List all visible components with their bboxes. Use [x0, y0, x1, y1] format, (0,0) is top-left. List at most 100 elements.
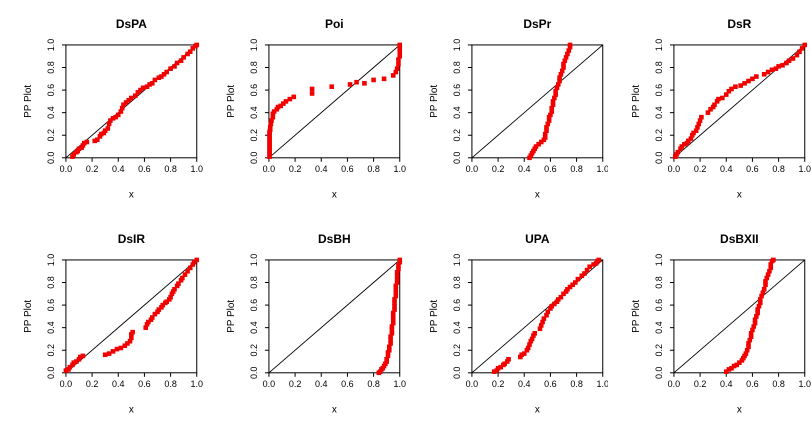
data-point — [543, 312, 549, 318]
data-point — [590, 261, 596, 267]
y-axis-label: PP Plot — [631, 85, 642, 118]
y-tick-label: 1.0 — [249, 253, 259, 265]
data-point — [526, 342, 532, 347]
x-tick-label: 0.2 — [694, 164, 706, 174]
data-point — [581, 270, 587, 276]
x-tick-label: 0.0 — [60, 379, 72, 389]
data-point — [762, 71, 767, 77]
data-point — [543, 125, 549, 130]
x-tick-label: 0.6 — [746, 379, 758, 389]
data-point — [391, 296, 397, 302]
x-tick-label: 0.8 — [773, 164, 785, 174]
data-point — [386, 344, 392, 349]
data-point — [567, 284, 572, 290]
data-point — [716, 96, 721, 102]
data-point — [729, 86, 735, 92]
y-tick-label: 0.4 — [249, 321, 259, 333]
data-point — [802, 42, 808, 48]
data-point — [81, 140, 87, 146]
y-tick-label: 0.2 — [46, 344, 56, 356]
data-point — [388, 337, 393, 343]
data-point — [758, 296, 763, 302]
plot-box — [65, 259, 198, 374]
data-point — [390, 313, 396, 319]
data-point — [287, 96, 292, 102]
data-point — [682, 141, 687, 147]
data-point — [699, 114, 704, 120]
data-point — [110, 348, 116, 354]
data-point — [696, 121, 702, 127]
x-tick-label: 0.6 — [138, 379, 150, 389]
data-point — [543, 128, 549, 134]
data-point — [397, 53, 402, 59]
plot-box — [268, 259, 401, 374]
data-point — [548, 303, 554, 309]
data-point — [575, 276, 580, 282]
data-point — [533, 144, 538, 149]
data-point — [708, 106, 714, 112]
data-point — [185, 268, 190, 274]
subplot-dsbxii: 0.0 0.2 0.4 0.6 0.8 1.0 0.0 0.2 0.4 0.6 0.8 1.0 DsBX… — [608, 215, 811, 429]
x-tick-label: 0.0 — [668, 379, 680, 389]
data-point — [149, 314, 155, 320]
data-point — [361, 81, 367, 86]
y-tick-label: 0.8 — [451, 276, 461, 288]
y-tick-label: 0.6 — [654, 84, 664, 96]
data-point — [548, 105, 554, 111]
subplot-title: UPA — [525, 232, 550, 246]
data-point — [138, 87, 143, 93]
plot-box — [673, 259, 806, 374]
data-point — [391, 307, 397, 312]
subplot-canvas: 0.0 0.2 0.4 0.6 0.8 1.0 0.0 0.2 0.4 0.6 0.8 1.0 UPA x… — [428, 232, 608, 416]
data-point — [531, 330, 537, 336]
data-point — [168, 66, 173, 71]
data-point — [95, 137, 100, 143]
data-point — [194, 42, 200, 48]
x-tick-label: 0.2 — [86, 164, 98, 174]
data-point — [106, 121, 112, 127]
y-tick-label: 0.4 — [451, 321, 461, 333]
x-axis-label: x — [129, 404, 134, 415]
subplot-canvas: 0.0 0.2 0.4 0.6 0.8 1.0 0.0 0.2 0.4 0.6 0.8 1.0 DsPr… — [428, 17, 608, 201]
x-tick-label: 0.4 — [518, 379, 530, 389]
data-point — [759, 293, 765, 299]
data-point — [564, 286, 570, 292]
y-tick-label: 0.2 — [451, 129, 461, 141]
data-point — [547, 112, 553, 118]
y-axis-label: PP Plot — [428, 85, 439, 118]
x-tick-label: 0.6 — [138, 164, 150, 174]
data-point — [113, 114, 118, 120]
data-point — [555, 296, 561, 302]
data-point — [397, 49, 402, 55]
data-point — [579, 273, 584, 278]
data-point — [773, 66, 779, 71]
x-tick-label: 0.4 — [112, 164, 124, 174]
data-point — [270, 114, 275, 120]
x-tick-label: 0.0 — [465, 379, 477, 389]
data-point — [734, 362, 740, 367]
data-point — [766, 69, 771, 75]
data-point — [164, 69, 169, 75]
subplot-dsbh: 0.0 0.2 0.4 0.6 0.8 1.0 0.0 0.2 0.4 0.6 0.8 1.0 DsBH… — [203, 215, 406, 429]
y-tick-label: 0.8 — [654, 61, 664, 73]
data-point — [187, 49, 193, 55]
data-point — [74, 358, 79, 364]
data-point — [385, 353, 391, 358]
data-point — [125, 340, 130, 346]
data-point — [152, 77, 158, 83]
x-tick-label: 0.2 — [491, 379, 503, 389]
subplot-title: DsPA — [116, 17, 147, 31]
data-point — [395, 263, 401, 268]
data-point — [84, 139, 90, 145]
y-axis-label: PP Plot — [226, 299, 237, 332]
data-point — [505, 356, 511, 362]
data-point — [738, 83, 744, 88]
data-point — [800, 46, 805, 51]
data-point — [181, 55, 186, 60]
data-point — [679, 144, 685, 149]
data-point — [747, 337, 753, 343]
data-point — [395, 57, 401, 62]
data-point — [98, 131, 104, 137]
data-point — [542, 131, 547, 137]
subplot-upa: 0.0 0.2 0.4 0.6 0.8 1.0 0.0 0.2 0.4 0.6 0.8 1.0 UPA x… — [406, 215, 608, 429]
